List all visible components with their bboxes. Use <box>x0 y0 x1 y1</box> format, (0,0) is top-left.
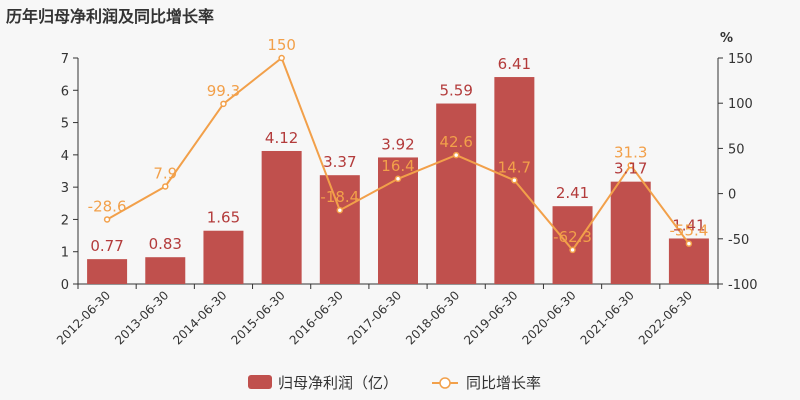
legend-line-label: 同比增长率 <box>466 374 541 392</box>
y-right-tick-label: -100 <box>728 278 758 293</box>
x-tick-label: 2012-06-30 <box>54 288 113 347</box>
x-tick-label: 2014-06-30 <box>170 288 229 347</box>
bar-series <box>87 77 709 284</box>
x-tick-label: 2018-06-30 <box>403 288 462 347</box>
line-value-label: 14.7 <box>498 158 531 176</box>
y-left-tick-label: 1 <box>61 246 69 261</box>
legend-bar-label: 归母净利润（亿） <box>278 374 398 392</box>
line-point <box>685 240 693 247</box>
x-tick-label: 2013-06-30 <box>112 288 171 347</box>
bar-value-label: 3.17 <box>614 160 647 178</box>
line-point <box>278 54 285 62</box>
y-right-tick-label: 0 <box>728 188 736 203</box>
bar-value-label: 4.12 <box>265 129 298 147</box>
line-value-label: -62.3 <box>553 228 592 246</box>
y-right-axis-unit: % <box>720 31 733 46</box>
line-value-label: 42.6 <box>439 133 472 151</box>
bar <box>261 150 302 284</box>
x-tick-label: 2017-06-30 <box>345 288 404 347</box>
chart-title: 历年归母净利润及同比增长率 <box>6 7 215 26</box>
bar-value-label: 3.92 <box>381 135 414 153</box>
y-right-tick-label: -50 <box>728 233 749 248</box>
line-value-label: 7.9 <box>153 164 177 182</box>
line-value-label: 99.3 <box>207 82 240 100</box>
line-point <box>162 183 169 190</box>
bar <box>203 230 244 284</box>
line-point <box>220 100 227 108</box>
line-point <box>336 206 344 214</box>
line-point <box>103 216 111 223</box>
bar <box>610 181 651 284</box>
y-right-tick-label: 150 <box>728 52 753 67</box>
data-labels: 0.77 0.83 1.65 4.12 3.37 3.92 5.59 6.41 2.41 3.17… <box>88 36 709 255</box>
bar <box>552 206 593 284</box>
y-left-tick-label: 5 <box>61 117 69 132</box>
y-left-tick-label: 2 <box>61 213 69 228</box>
x-tick-label: 2020-06-30 <box>519 288 578 347</box>
y-left-tick-label: 3 <box>61 181 69 196</box>
x-tick-label: 2019-06-30 <box>461 288 520 347</box>
line-value-label: -18.4 <box>320 188 359 206</box>
bar-value-label: 6.41 <box>498 55 531 73</box>
bar-value-label: 1.65 <box>207 209 240 227</box>
line-value-label: 150 <box>267 36 296 54</box>
bar-value-label: 2.41 <box>556 184 589 202</box>
bar <box>319 175 360 284</box>
line-point <box>452 151 460 159</box>
y-left-tick-label: 7 <box>61 52 69 67</box>
bar-value-label: 0.83 <box>149 235 182 253</box>
x-tick-label: 2022-06-30 <box>636 288 695 347</box>
bar-value-label: 1.41 <box>672 216 705 234</box>
bar <box>87 259 128 284</box>
bar <box>436 103 477 284</box>
line-series <box>103 54 693 254</box>
line-point <box>394 175 402 183</box>
y-right-tick-label: 100 <box>728 97 753 112</box>
x-tick-label: 2021-06-30 <box>578 288 637 347</box>
bar-value-label: 5.59 <box>439 82 472 100</box>
x-tick-label: 2016-06-30 <box>287 288 346 347</box>
bar-value-label: 3.37 <box>323 153 356 171</box>
legend: 归母净利润（亿） 同比增长率 <box>248 374 541 392</box>
line-value-label: -28.6 <box>88 197 127 215</box>
line-value-label: 16.4 <box>381 157 414 175</box>
line-point <box>569 246 576 254</box>
bar-value-label: 0.77 <box>90 237 123 255</box>
line-point <box>627 162 634 169</box>
y-left-tick-label: 4 <box>61 149 69 164</box>
line-value-label: 31.3 <box>614 143 647 161</box>
y-right-tick-label: 50 <box>728 142 745 157</box>
x-tick-label: 2015-06-30 <box>229 288 288 347</box>
bar <box>145 257 186 284</box>
legend-bar-swatch <box>248 375 272 389</box>
legend-line-marker <box>439 377 451 389</box>
line-point <box>511 177 518 184</box>
y-left-tick-label: 0 <box>61 278 69 293</box>
line-value-label: -55.4 <box>670 222 709 240</box>
y-left-tick-label: 6 <box>61 84 69 99</box>
